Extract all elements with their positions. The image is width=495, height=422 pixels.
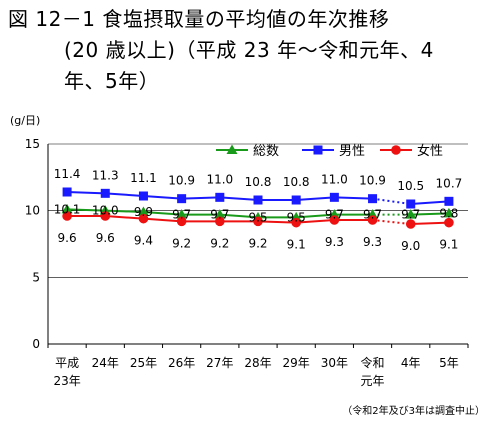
y-axis-unit-label: (g/日) xyxy=(10,114,40,127)
data-label-total: 9.9 xyxy=(134,205,153,219)
data-label-male: 10.8 xyxy=(283,175,310,189)
data-label-total: 9.7 xyxy=(172,208,191,222)
data-point-female xyxy=(253,216,263,227)
legend-marker-male xyxy=(313,145,323,155)
data-point-total xyxy=(214,209,226,219)
x-tick-label: 30年 xyxy=(321,356,348,370)
data-label-female: 9.1 xyxy=(287,238,306,252)
x-tick-label: 平成 xyxy=(55,356,79,370)
data-label-male: 10.5 xyxy=(397,179,424,193)
data-point-female xyxy=(444,217,454,228)
x-tick-label: 28年 xyxy=(244,356,271,370)
data-point-total xyxy=(176,209,188,219)
data-label-male: 10.7 xyxy=(436,176,463,190)
data-label-female: 9.6 xyxy=(58,231,77,245)
data-label-total: 9.8 xyxy=(439,206,458,220)
data-point-male xyxy=(253,195,263,205)
footnote: （令和2年及び3年は調査中止） xyxy=(342,406,485,417)
x-tick-label: 5年 xyxy=(439,356,459,370)
data-label-female: 9.2 xyxy=(210,236,229,250)
data-label-total: 9.5 xyxy=(248,210,267,224)
title-line-3: 年、5年） xyxy=(64,69,160,93)
data-point-total xyxy=(405,209,417,219)
data-point-male xyxy=(177,194,187,204)
x-tick-label: 24年 xyxy=(92,356,119,370)
title-line-1: 図 12－1 食塩摂取量の平均値の年次推移 xyxy=(8,7,390,31)
data-point-male xyxy=(444,196,454,206)
legend-label-male: 男性 xyxy=(339,144,365,159)
data-point-female xyxy=(367,215,378,225)
data-label-female: 9.2 xyxy=(172,236,191,250)
x-tick-label: 26年 xyxy=(168,356,195,370)
legend-marker-female xyxy=(391,145,401,155)
data-label-male: 10.8 xyxy=(245,175,272,189)
data-label-total: 9.7 xyxy=(210,208,229,222)
data-label-female: 9.2 xyxy=(248,236,267,250)
chart-title: 図 12－1 食塩摂取量の平均値の年次推移 (20 歳以上)（平成 23 年～令… xyxy=(8,4,488,97)
series-line-male xyxy=(410,200,449,205)
data-label-female: 9.3 xyxy=(325,235,344,249)
series-line-total xyxy=(410,212,449,216)
data-label-total: 9.7 xyxy=(363,208,382,222)
data-point-male xyxy=(406,199,416,209)
data-point-male xyxy=(329,192,339,202)
x-tick-label: 25年 xyxy=(130,356,157,370)
data-point-female xyxy=(176,216,187,227)
data-point-female xyxy=(62,211,72,221)
data-point-female xyxy=(138,213,149,224)
x-tick-label: 27年 xyxy=(206,356,233,370)
data-label-female: 9.4 xyxy=(134,234,153,248)
data-label-total: 9.7 xyxy=(325,208,344,222)
data-label-male: 11.0 xyxy=(206,172,233,186)
data-label-male: 11.3 xyxy=(92,168,119,182)
data-point-male xyxy=(62,187,72,197)
data-label-female: 9.6 xyxy=(96,231,115,245)
series-gap-male xyxy=(372,197,411,205)
data-point-total xyxy=(61,203,73,214)
data-label-female: 9.3 xyxy=(363,235,382,249)
x-tick-label: 令和 xyxy=(361,355,385,370)
data-label-male: 10.9 xyxy=(168,174,195,188)
data-label-male: 10.9 xyxy=(359,174,386,188)
data-point-male xyxy=(291,195,301,205)
data-label-total: 9.7 xyxy=(401,208,420,222)
data-point-male xyxy=(100,188,110,198)
legend-label-female: 女性 xyxy=(417,143,443,159)
data-point-total xyxy=(137,206,149,216)
data-label-female: 9.0 xyxy=(401,239,420,253)
legend-label-total: 総数 xyxy=(253,144,279,159)
data-label-total: 10.1 xyxy=(54,202,81,216)
y-tick-label: 15 xyxy=(25,137,40,151)
data-point-female xyxy=(215,216,225,227)
series-line-female xyxy=(410,221,449,225)
y-tick-label: 0 xyxy=(32,337,40,351)
data-label-male: 11.0 xyxy=(321,172,348,186)
data-label-female: 9.1 xyxy=(439,238,458,252)
data-point-female xyxy=(329,215,340,225)
data-point-male xyxy=(215,192,225,202)
y-tick-label: 10 xyxy=(25,204,40,218)
data-point-female xyxy=(291,217,301,228)
x-tick-label: 23年 xyxy=(53,374,80,388)
x-tick-label: 元年 xyxy=(361,374,385,388)
data-label-male: 11.4 xyxy=(54,167,81,181)
data-point-total xyxy=(443,207,455,218)
legend-marker-total xyxy=(226,144,238,154)
data-point-male xyxy=(138,191,148,201)
x-tick-label: 29年 xyxy=(283,356,310,370)
x-tick-label: 4年 xyxy=(401,356,421,370)
data-point-male xyxy=(368,194,378,204)
data-label-male: 11.1 xyxy=(130,171,157,185)
data-label-total: 10.0 xyxy=(92,204,119,218)
data-label-total: 9.5 xyxy=(287,210,306,224)
data-point-female xyxy=(100,211,111,221)
data-point-female xyxy=(405,219,416,229)
series-gap-female xyxy=(372,219,411,225)
y-tick-label: 5 xyxy=(32,270,40,284)
title-line-2: (20 歳以上)（平成 23 年～令和元年、4 xyxy=(64,38,434,62)
